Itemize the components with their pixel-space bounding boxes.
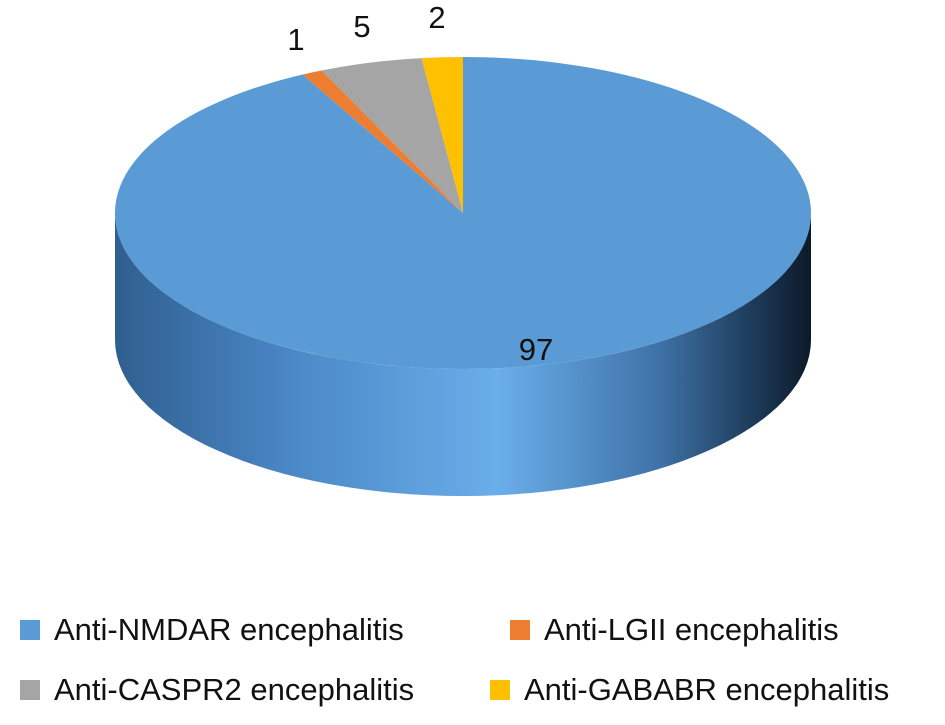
pie-side-wall-front <box>115 213 811 496</box>
legend-item-caspr2: Anti-CASPR2 encephalitis <box>20 670 414 710</box>
legend-label-caspr2: Anti-CASPR2 encephalitis <box>54 672 415 707</box>
pie-top-face <box>115 57 811 369</box>
legend-item-lgii: Anti-LGII encephalitis <box>510 610 839 650</box>
legend-swatch-gababr <box>490 680 510 700</box>
pie-slice-lgii <box>302 70 463 213</box>
pie-slice-caspr2 <box>321 58 463 214</box>
legend-item-nmdar: Anti-NMDAR encephalitis <box>20 610 404 650</box>
legend-label-gababr: Anti-GABABR encephalitis <box>524 672 890 707</box>
pie-slice-gababr <box>421 57 463 213</box>
legend-swatch-nmdar <box>20 620 40 640</box>
legend: Anti-NMDAR encephalitis Anti-LGII enceph… <box>0 600 945 725</box>
pie-side-wall <box>115 213 811 496</box>
legend-swatch-caspr2 <box>20 680 40 700</box>
legend-label-lgii: Anti-LGII encephalitis <box>544 612 839 647</box>
pie-chart-svg: 97 1 5 2 <box>115 0 811 496</box>
data-label-gababr: 2 <box>428 0 445 35</box>
legend-swatch-lgii <box>510 620 530 640</box>
data-label-lgii: 1 <box>287 22 304 57</box>
data-label-nmdar: 97 <box>519 332 553 367</box>
data-label-caspr2: 5 <box>353 9 370 44</box>
legend-label-nmdar: Anti-NMDAR encephalitis <box>54 612 404 647</box>
legend-item-gababr: Anti-GABABR encephalitis <box>490 670 889 710</box>
pie-data-labels: 97 1 5 2 <box>287 0 553 367</box>
